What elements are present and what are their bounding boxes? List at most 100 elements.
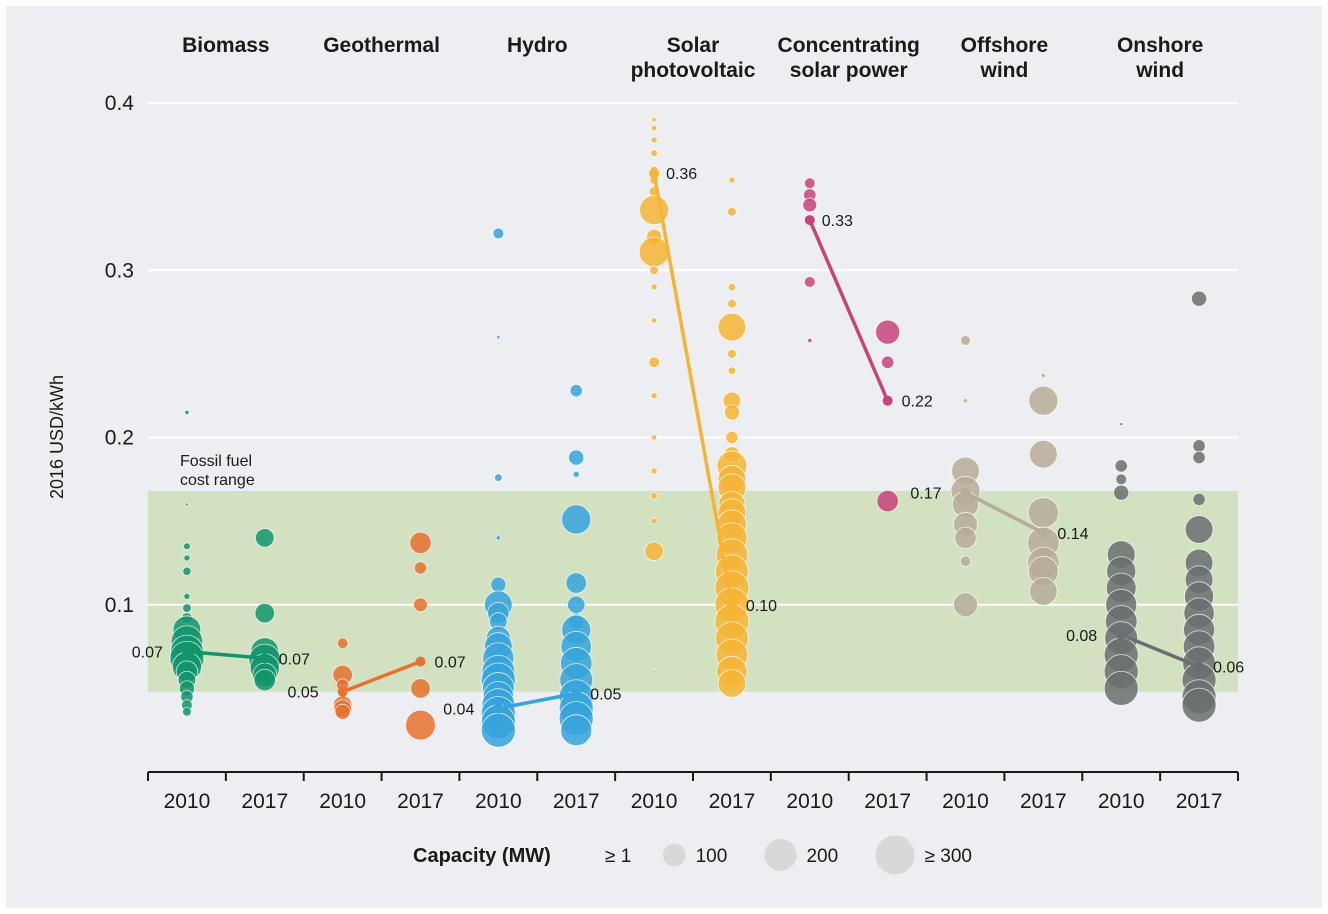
legend-entry-bubble [764, 839, 797, 871]
project-bubble [881, 355, 895, 369]
project-bubble [560, 714, 593, 747]
technology-name-line2: wind [1135, 59, 1184, 82]
project-bubble [413, 561, 428, 575]
project-bubble [1027, 497, 1059, 529]
project-bubble [650, 149, 658, 157]
technology-name: Geothermal [323, 34, 440, 57]
average-label-2017: 0.05 [590, 686, 621, 703]
legend-entry-bubble [663, 843, 686, 867]
gridline-layer [148, 102, 1238, 606]
average-point-2010 [1116, 629, 1127, 640]
project-bubble [492, 227, 505, 240]
project-bubble [649, 265, 659, 276]
project-bubble [727, 206, 737, 217]
project-bubble [650, 492, 658, 500]
project-bubble [1192, 439, 1206, 453]
project-bubble [650, 124, 658, 132]
average-trend-line [496, 691, 578, 711]
average-label-2017: 0.06 [1213, 660, 1244, 677]
project-bubble [717, 669, 747, 698]
project-bubble [875, 319, 901, 345]
legend: Capacity (MW) ≥ 1 100 200 ≥ 300 [413, 835, 972, 875]
project-bubble [254, 602, 276, 624]
average-layer [181, 168, 1205, 714]
average-label-2010: 0.17 [910, 486, 941, 503]
project-bubble [494, 473, 503, 482]
technology-name-line1: Solar [667, 34, 720, 57]
project-bubble [405, 709, 436, 741]
x-year-label: 2010 [942, 790, 989, 813]
project-bubble [409, 531, 432, 555]
average-trend-line [652, 171, 734, 607]
x-year-label: 2017 [553, 790, 600, 813]
project-bubble [413, 597, 428, 613]
average-point-2010 [337, 686, 348, 697]
project-bubble [1119, 422, 1124, 427]
x-year-label: 2010 [475, 790, 522, 813]
legend-entry-label: 200 [806, 846, 838, 867]
project-bubble [1028, 385, 1059, 416]
legend-entry-label: ≥ 1 [605, 846, 631, 867]
x-year-label: 2017 [709, 790, 756, 813]
average-label-2017: 0.07 [279, 651, 310, 668]
project-bubble [183, 554, 191, 562]
project-bubble [651, 117, 657, 123]
average-trend-line [185, 649, 267, 661]
y-tick-label: 0.3 [105, 259, 134, 282]
fossil-band-layer [148, 491, 1238, 692]
project-bubble [728, 176, 736, 184]
average-point-2017 [415, 656, 426, 667]
project-bubble [650, 317, 658, 324]
average-point-2010 [493, 703, 504, 714]
average-point-2017 [882, 395, 893, 406]
project-bubble [1029, 439, 1058, 469]
label-layer: Fossil fuel cost range 0.1 0.2 0.3 0.4 2016 US… [47, 34, 1244, 813]
technology-name: Biomass [182, 34, 270, 57]
y-tick-label: 0.1 [105, 594, 134, 617]
project-bubble [1115, 473, 1127, 486]
project-bubble [182, 566, 192, 576]
project-bubble [567, 595, 586, 614]
technology-name-line2: solar power [790, 59, 908, 82]
project-bubble [727, 349, 737, 359]
average-point-2017 [571, 688, 582, 699]
project-bubble [954, 526, 977, 550]
legend-entry-label: 100 [696, 846, 728, 867]
average-trend-line [808, 218, 890, 403]
average-label-2017: 0.22 [902, 394, 933, 411]
project-bubble [804, 276, 816, 288]
x-year-label: 2010 [786, 790, 833, 813]
project-bubble [410, 678, 431, 699]
project-bubble [480, 712, 516, 748]
project-bubble [960, 335, 971, 346]
project-bubble [1114, 459, 1128, 473]
project-bubble [644, 541, 664, 561]
average-label-2010: 0.07 [132, 645, 163, 662]
legend-title: Capacity (MW) [413, 845, 551, 867]
bubble-layer [169, 117, 1217, 748]
project-bubble [1040, 373, 1046, 379]
project-bubble [185, 502, 189, 507]
technology-name-line1: Onshore [1117, 34, 1203, 57]
average-label-2010: 0.33 [822, 213, 853, 230]
project-bubble [561, 504, 592, 535]
project-bubble [1184, 515, 1214, 544]
fossil-band-label-line1: Fossil fuel [180, 453, 252, 470]
project-bubble [336, 637, 349, 649]
project-bubble [1192, 450, 1206, 465]
project-bubble [804, 177, 816, 190]
project-bubble [727, 298, 737, 309]
average-label-2017: 0.14 [1057, 526, 1088, 543]
y-tick-label: 0.4 [105, 92, 135, 115]
project-bubble [255, 528, 275, 548]
project-bubble [1192, 492, 1206, 506]
technology-name-line2: wind [980, 59, 1029, 82]
axis-layer [147, 771, 1239, 781]
project-bubble [727, 366, 737, 375]
project-bubble [184, 409, 190, 416]
average-label-2017: 0.10 [746, 598, 777, 615]
project-bubble [253, 668, 276, 692]
technology-name-line1: Concentrating [778, 34, 920, 57]
project-bubble [1029, 577, 1058, 606]
project-bubble [962, 398, 969, 404]
